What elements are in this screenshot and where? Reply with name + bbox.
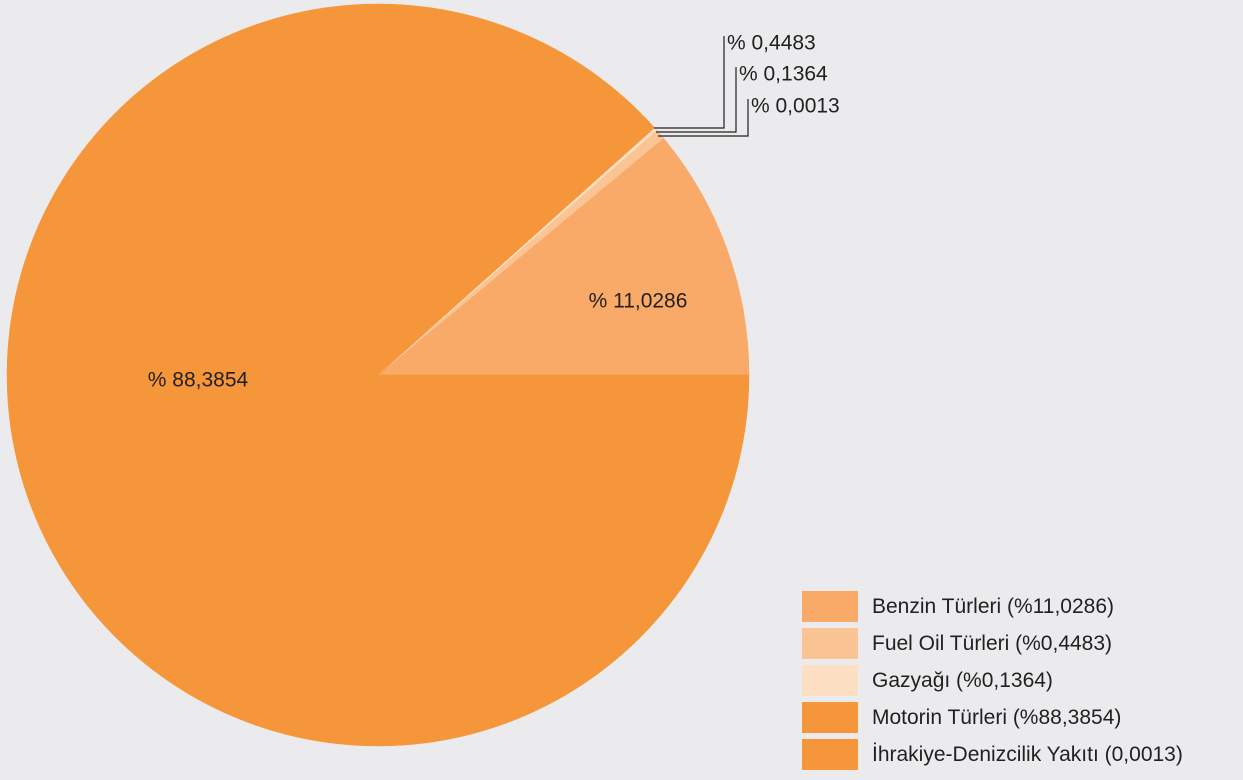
legend-swatch [802, 739, 858, 770]
slice-label-4: % 88,3854 [148, 369, 249, 392]
legend-item-fuel-oil: Fuel Oil Türleri (%0,4483) [802, 625, 1183, 662]
callout-line-3 [658, 99, 749, 137]
callout-line-1 [654, 36, 725, 129]
pie-slice-4 [6, 3, 750, 747]
legend-label: Motorin Türleri (%88,3854) [872, 705, 1122, 729]
legend: Benzin Türleri (%11,0286) Fuel Oil Türle… [802, 588, 1183, 773]
callout-label-3: % 0,0013 [751, 95, 840, 118]
pie-slice-labels: % 11,0286 % 88,3854 [148, 290, 688, 392]
callout-label-1: % 0,4483 [727, 32, 816, 55]
callout-label-2: % 0,1364 [739, 63, 828, 86]
legend-label: Fuel Oil Türleri (%0,4483) [872, 631, 1113, 655]
slice-label-0: % 11,0286 [589, 290, 688, 313]
legend-swatch [802, 591, 858, 622]
pie-callouts: % 0,4483 % 0,1364 % 0,0013 [654, 32, 840, 137]
legend-swatch [802, 665, 858, 696]
legend-swatch [802, 628, 858, 659]
legend-item-gazyagi: Gazyağı (%0,1364) [802, 662, 1183, 699]
legend-swatch [802, 702, 858, 733]
pie-slices [6, 3, 750, 747]
legend-item-ihrakiye: İhrakiye-Denizcilik Yakıtı (0,0013) [802, 736, 1183, 773]
legend-item-benzin: Benzin Türleri (%11,0286) [802, 588, 1183, 625]
callout-line-2 [656, 67, 737, 133]
legend-item-motorin: Motorin Türleri (%88,3854) [802, 699, 1183, 736]
legend-label: Gazyağı (%0,1364) [872, 668, 1053, 692]
legend-label: Benzin Türleri (%11,0286) [872, 594, 1115, 618]
pie-slice-0 [377, 137, 750, 376]
legend-label: İhrakiye-Denizcilik Yakıtı (0,0013) [872, 742, 1183, 766]
